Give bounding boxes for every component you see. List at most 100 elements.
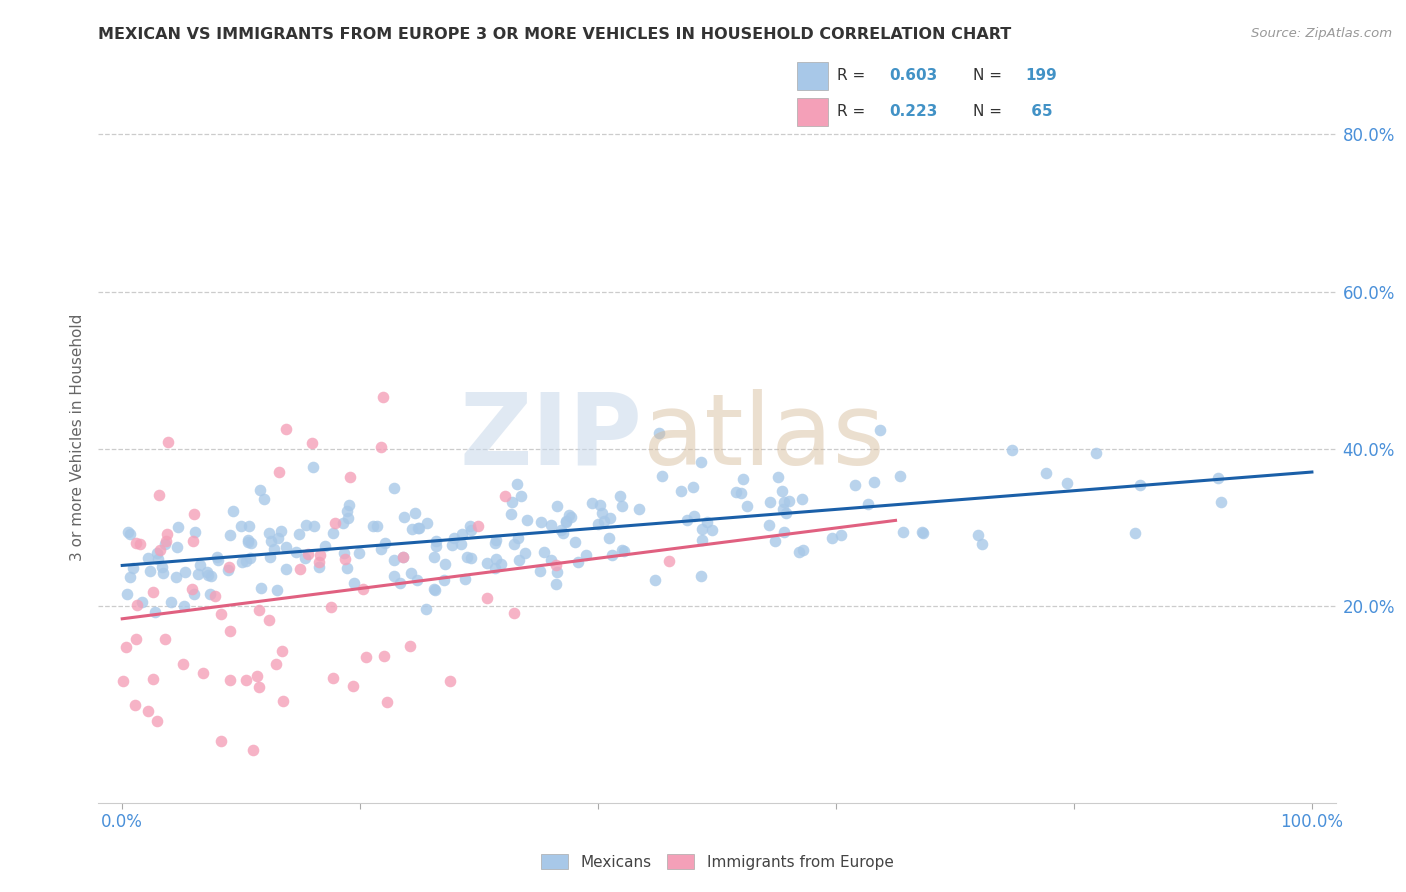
Point xyxy=(484,536,506,550)
Point xyxy=(696,515,718,529)
Point xyxy=(460,551,482,566)
Text: R =: R = xyxy=(837,104,870,120)
Point xyxy=(970,537,993,551)
Point xyxy=(690,455,713,469)
Point xyxy=(821,531,844,545)
Point xyxy=(682,479,704,493)
Point xyxy=(370,440,392,454)
Point xyxy=(516,512,538,526)
Point xyxy=(533,545,555,559)
Point xyxy=(266,582,288,597)
Point xyxy=(120,526,142,541)
Point xyxy=(336,504,359,518)
Point xyxy=(260,534,283,549)
Point xyxy=(467,518,489,533)
Point xyxy=(217,563,239,577)
Point xyxy=(267,531,290,545)
Point xyxy=(336,561,359,575)
Point xyxy=(352,582,374,596)
Point xyxy=(347,546,370,560)
Point xyxy=(165,570,187,584)
Point xyxy=(183,586,205,600)
Point xyxy=(508,552,530,566)
Text: 65: 65 xyxy=(1025,104,1052,120)
Point xyxy=(302,519,325,533)
Point xyxy=(966,528,988,542)
Point xyxy=(544,558,567,572)
Point xyxy=(510,489,533,503)
Point xyxy=(263,542,285,557)
Point xyxy=(391,549,413,564)
Point xyxy=(613,544,636,558)
Point xyxy=(423,582,446,596)
Point xyxy=(508,531,530,545)
Point xyxy=(187,567,209,582)
Point xyxy=(499,507,522,521)
Point xyxy=(399,566,422,580)
Point xyxy=(529,564,551,578)
Point xyxy=(139,564,162,578)
Point xyxy=(205,549,228,564)
Point xyxy=(766,470,789,484)
Point xyxy=(651,469,673,483)
Point xyxy=(253,492,276,507)
Point xyxy=(598,531,620,545)
Point xyxy=(118,569,141,583)
Point xyxy=(125,632,148,647)
Point xyxy=(425,540,447,554)
Point xyxy=(758,518,780,533)
Point xyxy=(156,527,179,541)
Point xyxy=(117,587,139,601)
Point xyxy=(792,542,814,557)
Point xyxy=(295,518,318,533)
Point xyxy=(425,583,447,598)
Point xyxy=(450,536,472,550)
Point xyxy=(146,714,169,729)
Point xyxy=(145,606,167,620)
Point xyxy=(297,547,319,561)
Point xyxy=(155,533,177,548)
Point xyxy=(125,598,148,612)
Point xyxy=(198,587,221,601)
Point xyxy=(773,524,796,539)
Point xyxy=(150,559,173,574)
Point xyxy=(540,518,562,533)
Point xyxy=(114,640,136,654)
Point xyxy=(485,552,508,566)
Point xyxy=(382,553,405,567)
Point xyxy=(408,521,430,535)
Point xyxy=(494,489,516,503)
Text: 199: 199 xyxy=(1025,68,1057,83)
Point xyxy=(219,673,242,688)
Point xyxy=(609,489,631,503)
Point xyxy=(146,546,169,560)
Point xyxy=(730,485,752,500)
Text: 0.223: 0.223 xyxy=(890,104,938,120)
Point xyxy=(401,521,423,535)
Point xyxy=(382,569,405,583)
Point xyxy=(124,698,146,712)
Point xyxy=(856,497,879,511)
Point xyxy=(250,581,273,595)
Point xyxy=(333,546,356,560)
Point xyxy=(285,545,308,559)
Point xyxy=(301,460,323,475)
Point xyxy=(366,519,388,533)
Point xyxy=(336,511,359,525)
Point xyxy=(599,511,621,525)
Point xyxy=(600,548,623,562)
Point xyxy=(188,558,211,573)
Point xyxy=(581,496,603,510)
Point xyxy=(648,426,671,441)
Point xyxy=(117,524,139,539)
Point xyxy=(891,525,914,540)
Point xyxy=(1035,466,1057,480)
Point xyxy=(863,475,886,489)
Point xyxy=(628,501,651,516)
Text: N =: N = xyxy=(973,68,1007,83)
Point xyxy=(240,536,263,550)
Point xyxy=(558,508,581,523)
Point xyxy=(830,527,852,541)
Point xyxy=(610,542,633,557)
Point xyxy=(735,499,758,513)
